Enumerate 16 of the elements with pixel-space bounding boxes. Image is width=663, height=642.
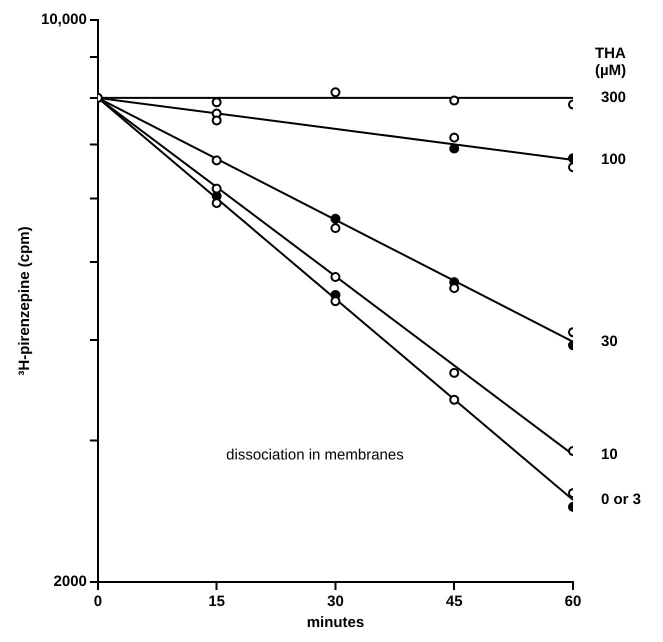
series-label: 10 [601,446,618,463]
y-tick-label: 10,000 [40,11,87,28]
series-label: 300 [601,89,626,106]
series-label: 30 [601,332,618,350]
annotation: dissociation in membranes [226,446,404,464]
x-tick-label: 0 [94,593,102,610]
x-axis-title: minutes [306,614,364,632]
y-tick-label: 2000 [54,573,87,590]
x-tick-label: 30 [327,593,344,610]
x-tick-label: 15 [208,593,226,610]
x-tick-label: 60 [564,593,582,610]
series-label: 0 or 3 [601,491,642,508]
x-tick-label: 45 [446,593,463,610]
series-label: 100 [601,150,626,168]
legend-title: THA (µM) [595,45,626,80]
y-axis-title: ³H-pirenzepine (cpm) [16,226,34,376]
